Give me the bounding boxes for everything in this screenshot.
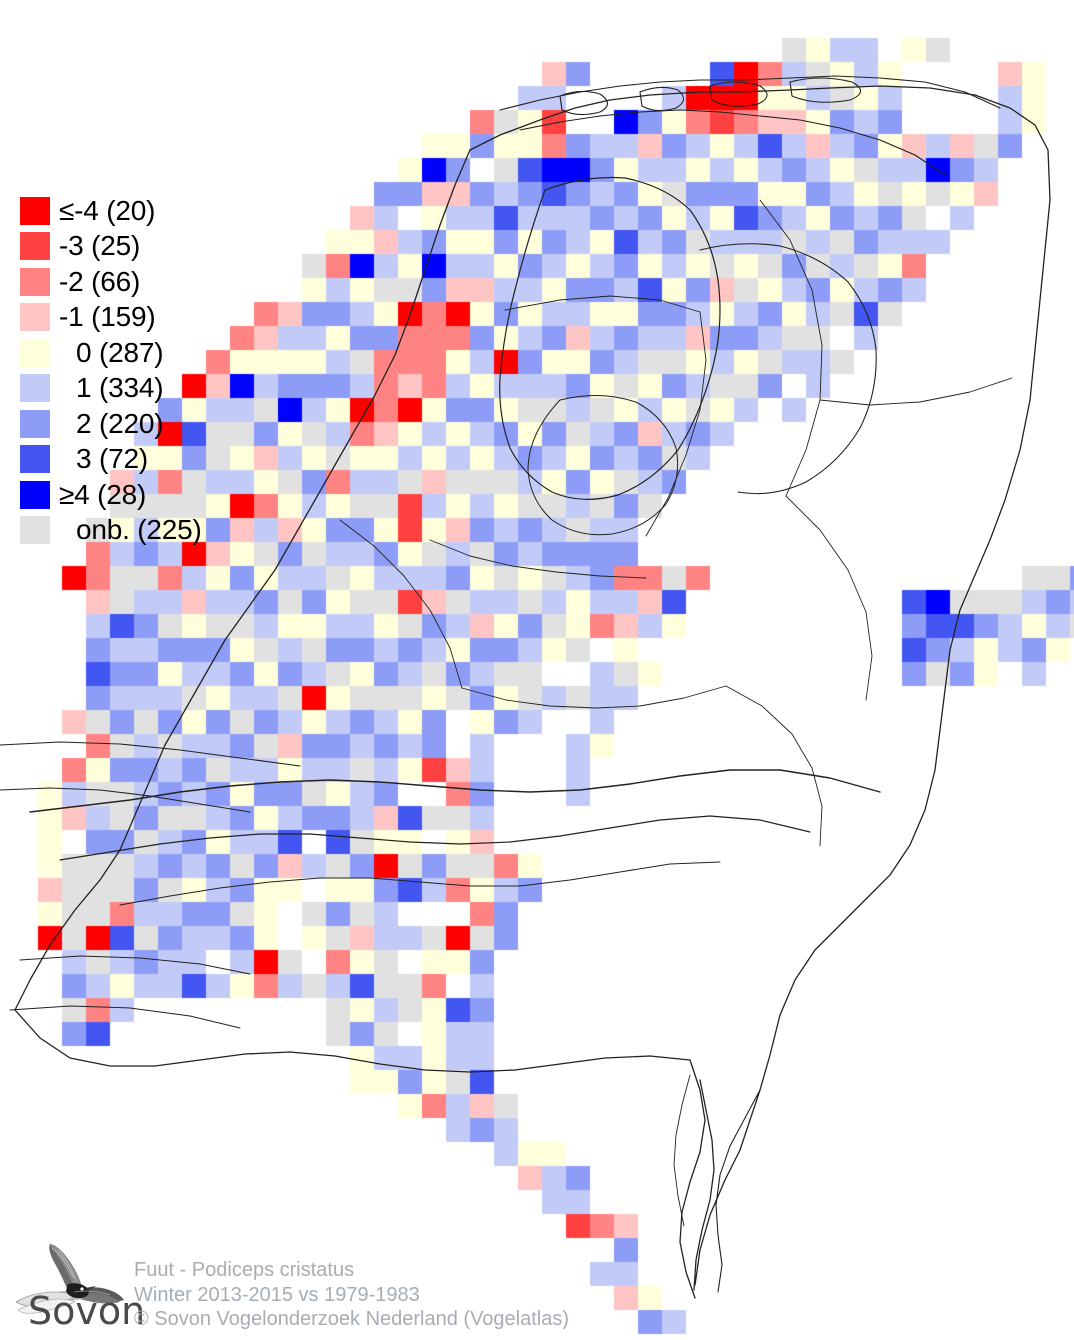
legend-swatch: [20, 409, 50, 438]
legend-label: 2 (220): [76, 407, 164, 439]
legend-swatch: [20, 445, 50, 474]
legend-swatch: [20, 303, 50, 332]
legend-item: 1 (334): [20, 371, 250, 407]
legend-label: 1 (334): [76, 372, 164, 404]
caption-species: Fuut - Podiceps cristatus: [134, 1259, 355, 1281]
footer: Sovon Fuut - Podiceps cristatus Winter 2…: [0, 1230, 1074, 1340]
legend-swatch: [20, 480, 50, 509]
legend-swatch: [20, 196, 50, 225]
legend-item: onb. (225): [20, 513, 250, 549]
legend-item: -3 (25): [20, 229, 250, 265]
sovon-wordmark: Sovon: [28, 1289, 146, 1333]
legend-item: 2 (220): [20, 406, 250, 442]
legend-label: onb. (225): [76, 514, 202, 546]
legend-label: ≥4 (28): [59, 478, 147, 510]
sovon-bird-logo: [16, 1244, 124, 1314]
legend-swatch: [20, 232, 50, 261]
legend: ≤-4 (20) -3 (25) -2 (66) -1 (159) 0 (287) 1 (…: [20, 193, 250, 548]
legend-item: -1 (159): [20, 300, 250, 336]
legend-label: -2 (66): [59, 265, 141, 297]
legend-item: ≥4 (28): [20, 477, 250, 513]
legend-label: 3 (72): [76, 443, 148, 475]
legend-label: -3 (25): [59, 230, 141, 262]
caption-copyright: © Sovon Vogelonderzoek Nederland (Vogela…: [134, 1308, 570, 1330]
legend-item: ≤-4 (20): [20, 193, 250, 229]
map-caption: Fuut - Podiceps cristatus Winter 2013-20…: [134, 1258, 569, 1332]
legend-item: 0 (287): [20, 335, 250, 371]
legend-swatch: [20, 338, 50, 367]
caption-period: Winter 2013-2015 vs 1979-1983: [134, 1283, 420, 1306]
legend-swatch: [20, 374, 50, 403]
legend-swatch: [20, 516, 50, 545]
legend-item: -2 (66): [20, 264, 250, 300]
legend-label: -1 (159): [59, 301, 156, 333]
legend-item: 3 (72): [20, 442, 250, 478]
legend-swatch: [20, 267, 50, 296]
legend-label: ≤-4 (20): [59, 194, 156, 226]
legend-label: 0 (287): [76, 336, 164, 368]
